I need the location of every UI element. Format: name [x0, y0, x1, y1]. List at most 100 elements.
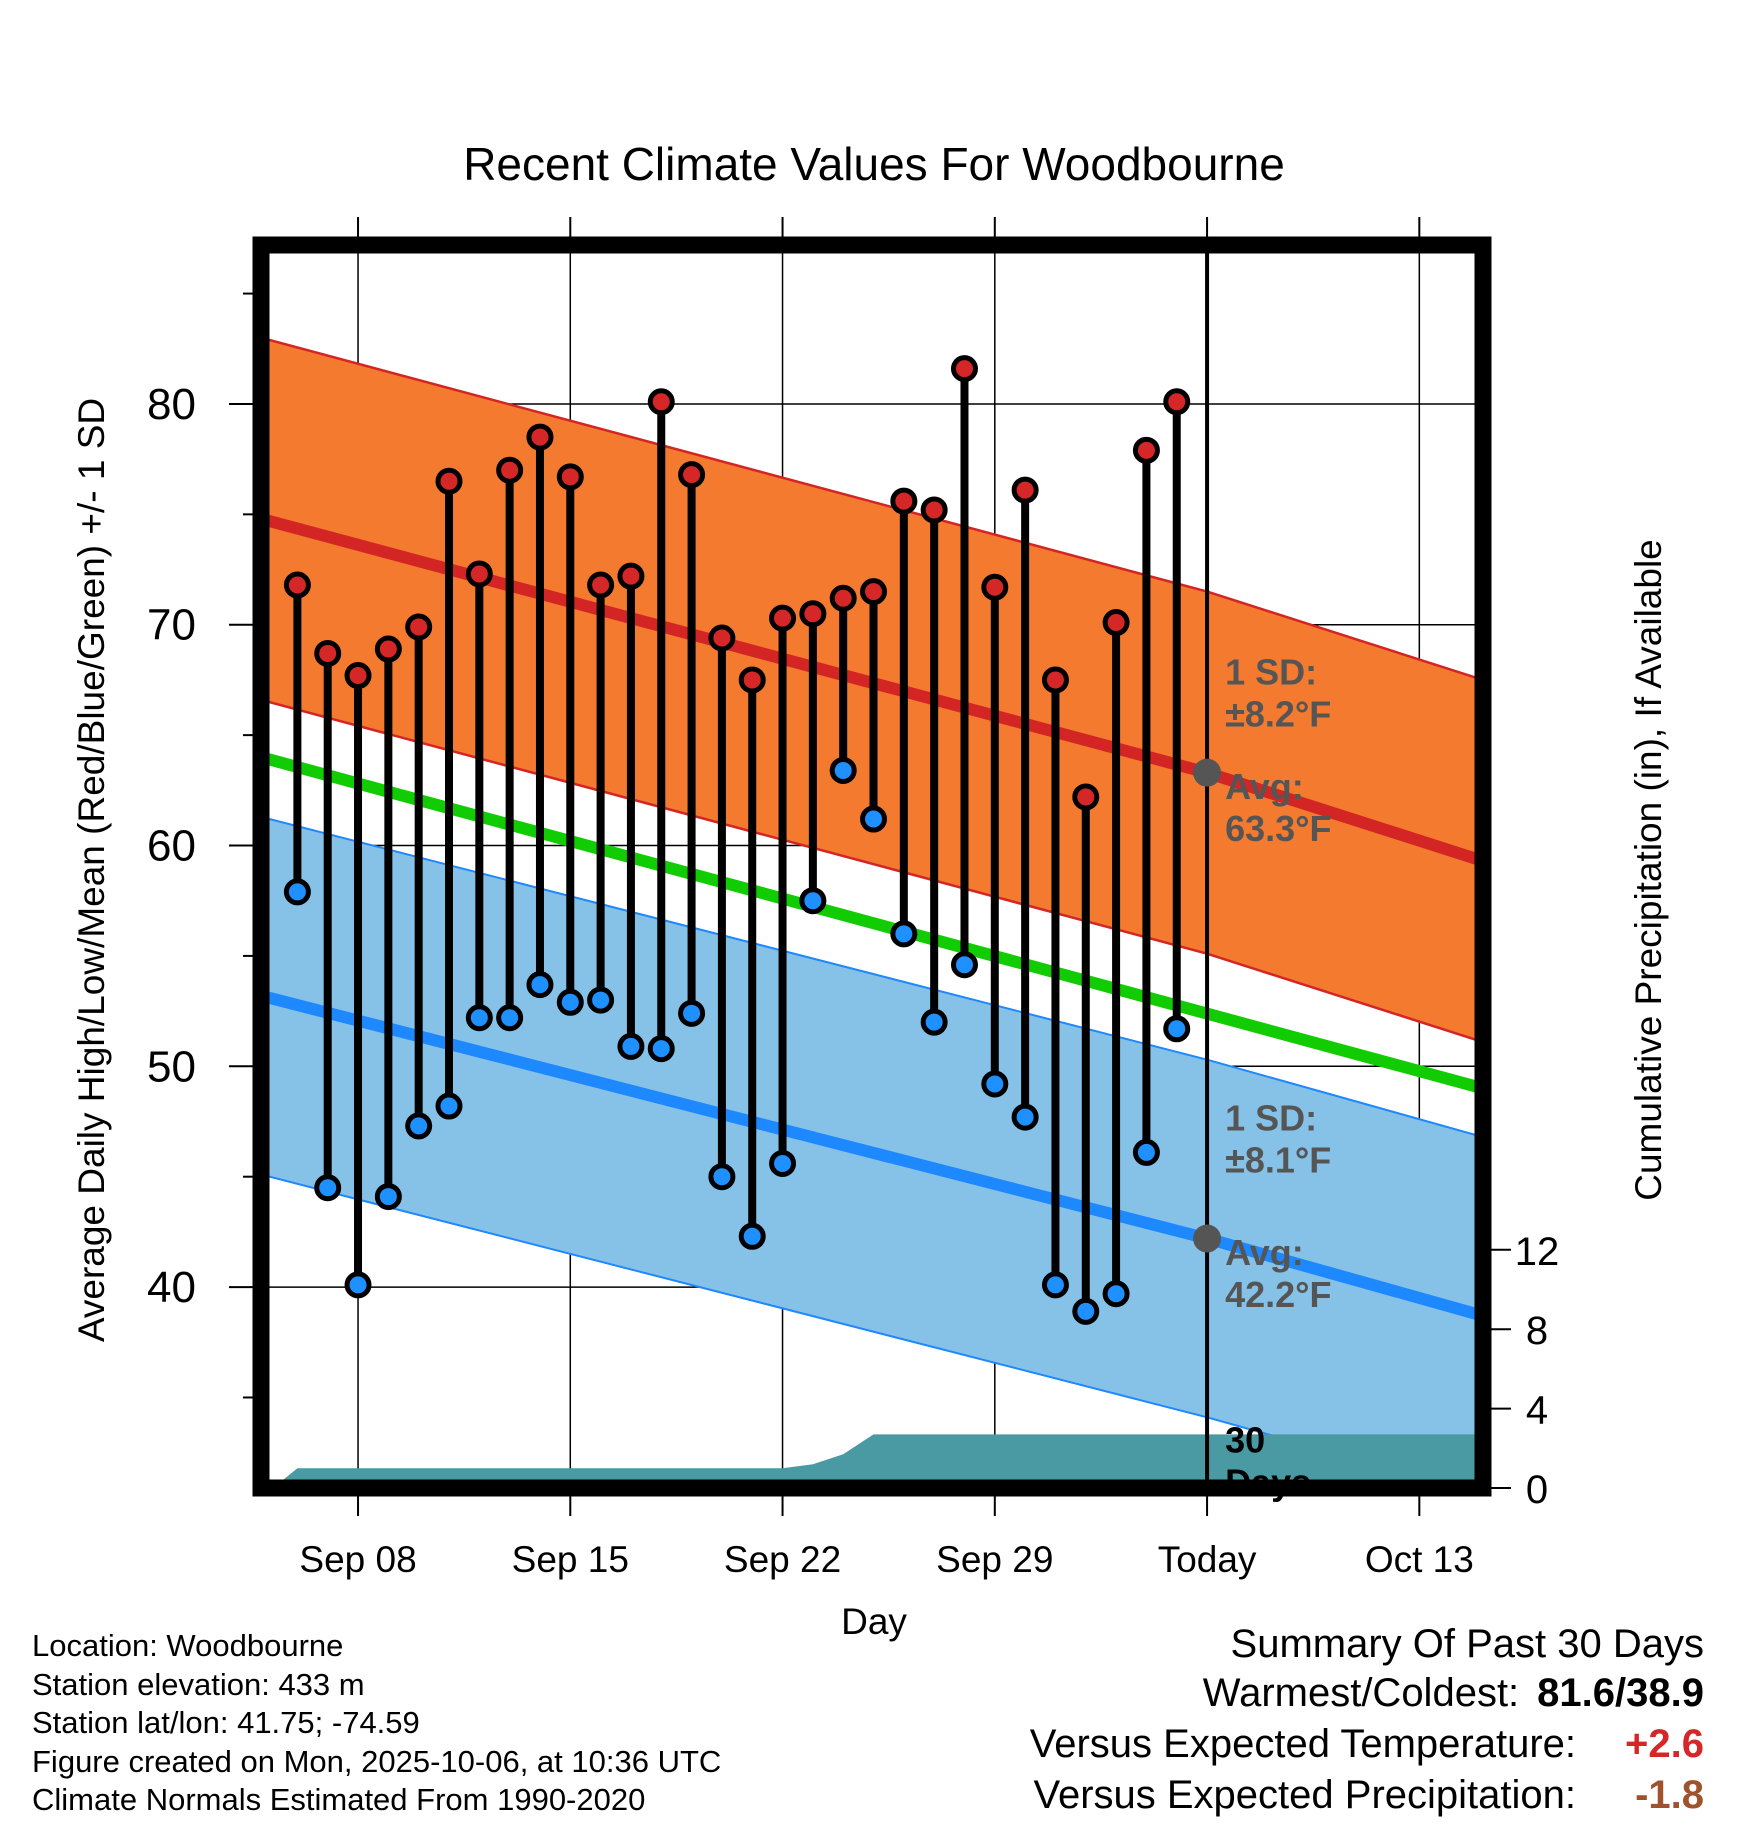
y-axis-label: Average Daily High/Low/Mean (Red/Blue/Gr… [71, 398, 112, 1342]
location-text: Location: Woodbourne [32, 1628, 344, 1663]
x-tick-label: Oct 13 [1365, 1539, 1474, 1580]
daily-high-marker [465, 560, 493, 588]
summary-panel: Summary Of Past 30 Days Warmest/Coldest:… [1030, 1620, 1704, 1821]
daily-low-marker [890, 920, 918, 948]
daily-high-marker [738, 666, 766, 694]
warmest-coldest-value: 81.6/38.9 [1537, 1671, 1704, 1715]
daily-high-marker [1102, 609, 1130, 637]
y2-axis-label: Cumulative Precipitation (in), If Availa… [1628, 539, 1669, 1201]
daily-high-marker [314, 639, 342, 667]
daily-high-marker [981, 573, 1009, 601]
daily-low-marker [708, 1163, 736, 1191]
temp-vs-expected-label: Versus Expected Temperature: [1029, 1722, 1576, 1766]
daily-high-marker [1072, 783, 1100, 811]
x-axis-label: Day [841, 1601, 907, 1642]
warmest-coldest-row: Warmest/Coldest: 81.6/38.9 [1030, 1668, 1704, 1719]
daily-high-marker [1011, 476, 1039, 504]
daily-low-marker [587, 986, 615, 1014]
daily-low-marker [769, 1149, 797, 1177]
daily-low-marker [314, 1174, 342, 1202]
x-tick-label: Sep 08 [299, 1539, 416, 1580]
daily-high-marker [617, 562, 645, 590]
y-tick-label: 70 [147, 601, 196, 650]
daily-high-marker [890, 487, 918, 515]
daily-high-marker [405, 613, 433, 641]
daily-low-marker [920, 1008, 948, 1036]
daily-low-marker [1041, 1271, 1069, 1299]
temp-vs-expected-value: +2.6 [1625, 1722, 1704, 1766]
annotation-low_sd-value: ±8.1°F [1225, 1139, 1331, 1180]
daily-high-marker [678, 461, 706, 489]
daily-high-marker [283, 571, 311, 599]
annotation-low_avg-value: 42.2°F [1225, 1274, 1331, 1315]
temp-vs-expected-row: Versus Expected Temperature: +2.6 [1030, 1719, 1704, 1770]
station-metadata: Location: Woodbourne Station elevation: … [32, 1627, 721, 1820]
daily-high-marker [920, 496, 948, 524]
daily-low-marker [374, 1183, 402, 1211]
daily-high-marker [860, 578, 888, 606]
daily-high-marker [344, 662, 372, 690]
daily-low-marker [556, 988, 584, 1016]
daily-low-marker [829, 756, 857, 784]
daily-high-marker [1132, 436, 1160, 464]
daily-low-marker [981, 1070, 1009, 1098]
elevation-text: Station elevation: 433 m [32, 1666, 365, 1702]
daily-low-marker [1011, 1103, 1039, 1131]
daily-high-marker [496, 456, 524, 484]
daily-high-marker [708, 624, 736, 652]
daily-low-marker [647, 1035, 675, 1063]
x-tick-label: Today [1158, 1539, 1257, 1580]
y-tick-label: 60 [147, 822, 196, 871]
y-tick-label: 40 [147, 1263, 196, 1312]
latlon-text: Station lat/lon: 41.75; -74.59 [32, 1705, 420, 1740]
created-text: Figure created on Mon, 2025-10-06, at 10… [32, 1743, 722, 1779]
daily-low-marker [526, 971, 554, 999]
normals-text: Climate Normals Estimated From 1990-2020 [32, 1782, 646, 1817]
today-high-avg-marker [1193, 758, 1222, 787]
precip-vs-expected-row: Versus Expected Precipitation: -1.8 [1030, 1770, 1704, 1821]
daily-low-marker [465, 1004, 493, 1032]
precip-vs-expected-label: Versus Expected Precipitation: [1033, 1773, 1576, 1817]
y-tick-label: 50 [147, 1042, 196, 1091]
daily-high-marker [829, 584, 857, 612]
annotation-low_sd-label: 1 SD: [1225, 1097, 1317, 1138]
daily-low-marker [496, 1004, 524, 1032]
daily-high-marker [1163, 388, 1191, 416]
annotation-high_avg-label: Avg: [1225, 766, 1304, 807]
daily-low-marker [283, 878, 311, 906]
normal-mean-line [261, 751, 1483, 1095]
daily-high-marker [374, 635, 402, 663]
annotation-days-label: 30 [1225, 1419, 1265, 1460]
y-tick-label: 80 [147, 380, 196, 429]
daily-low-marker [1163, 1015, 1191, 1043]
x-tick-label: Sep 22 [724, 1539, 841, 1580]
annotation-high_avg-value: 63.3°F [1225, 808, 1331, 849]
chart-title: Recent Climate Values For Woodbourne [463, 138, 1285, 190]
warmest-coldest-label: Warmest/Coldest: [1202, 1671, 1520, 1715]
daily-low-marker [1102, 1280, 1130, 1308]
daily-high-marker [526, 423, 554, 451]
y2-tick-label: 0 [1526, 1468, 1548, 1512]
daily-high-marker [769, 604, 797, 632]
annotation-low_avg-label: Avg: [1225, 1232, 1304, 1273]
annotation-high_sd-value: ±8.2°F [1225, 693, 1331, 734]
x-tick-label: Sep 15 [512, 1539, 629, 1580]
daily-high-marker [435, 467, 463, 495]
daily-high-marker [950, 355, 978, 383]
today-low-avg-marker [1193, 1224, 1222, 1253]
annotation-high_sd-label: 1 SD: [1225, 651, 1317, 692]
daily-high-marker [799, 600, 827, 628]
daily-high-marker [556, 463, 584, 491]
daily-low-marker [1072, 1297, 1100, 1325]
daily-high-marker [647, 388, 675, 416]
daily-low-marker [950, 951, 978, 979]
daily-low-marker [678, 999, 706, 1027]
daily-high-marker [587, 571, 615, 599]
y2-tick-label: 4 [1526, 1389, 1548, 1433]
daily-low-marker [435, 1092, 463, 1120]
daily-low-marker [738, 1222, 766, 1250]
daily-low-marker [617, 1032, 645, 1060]
y2-tick-label: 8 [1526, 1309, 1548, 1353]
